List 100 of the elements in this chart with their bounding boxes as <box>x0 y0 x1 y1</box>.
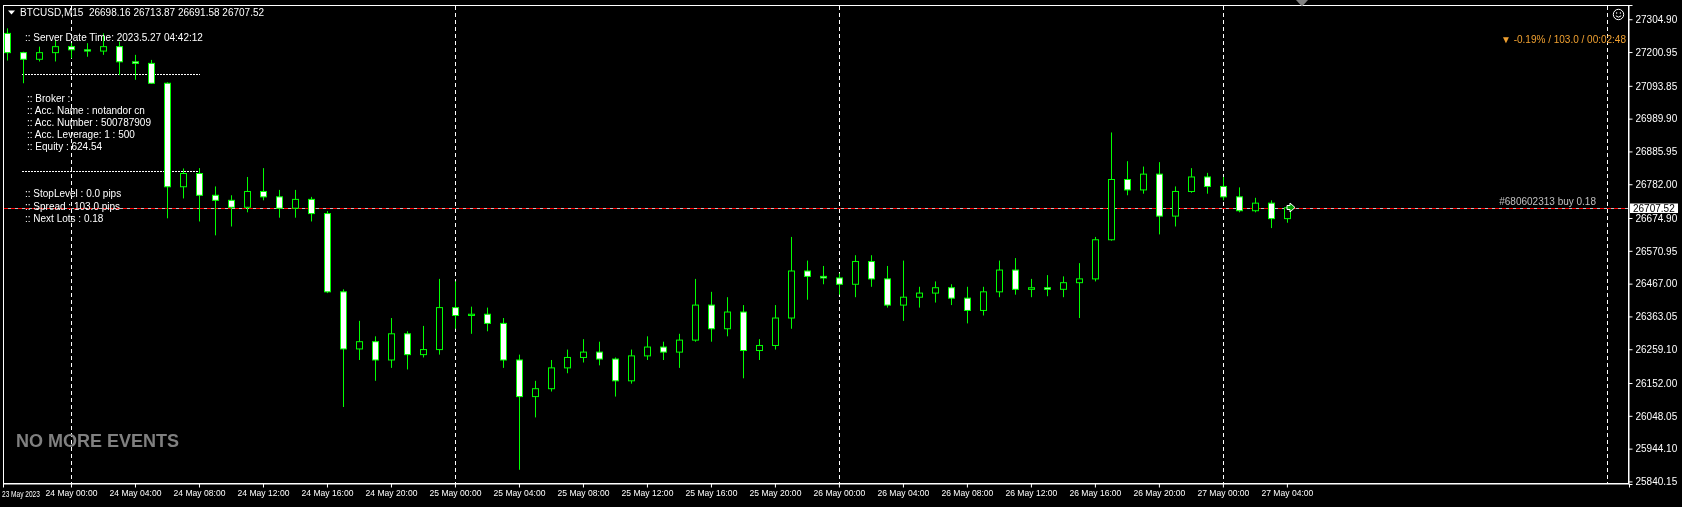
candlestick <box>116 41 123 76</box>
y-tick-label: 26885.95 <box>1635 146 1678 158</box>
y-tick-label: 25840.15 <box>1635 476 1678 488</box>
x-tick-label: 24 May 08:00 <box>173 487 226 498</box>
candlestick <box>212 185 219 236</box>
candlestick <box>580 338 587 364</box>
candlestick <box>644 335 651 361</box>
candlestick <box>964 286 971 324</box>
candlestick <box>996 260 1003 298</box>
candlestick <box>1060 275 1067 298</box>
candlestick <box>676 333 683 369</box>
annotation: NO MORE EVENTS <box>16 431 180 451</box>
annotation: :: Acc. Number : 500787909 <box>27 116 152 128</box>
x-tick-label: 26 May 04:00 <box>877 487 930 498</box>
candlestick <box>932 280 939 304</box>
y-tick-label: 25944.10 <box>1635 443 1678 455</box>
candlestick <box>1076 262 1083 319</box>
x-tick-label: 26 May 00:00 <box>813 487 866 498</box>
candlestick <box>900 260 907 322</box>
y-tick-label: 26570.95 <box>1635 245 1678 257</box>
candlestick <box>1204 172 1211 195</box>
y-tick-label: 26363.05 <box>1635 311 1678 323</box>
y-tick-label: 26259.10 <box>1635 343 1678 355</box>
chart-title: BTCUSD,M15 26698.16 26713.87 26691.58 26707.52 <box>20 7 265 19</box>
candlestick <box>244 176 251 213</box>
candlestick <box>548 359 555 393</box>
y-tick-label: 26152.00 <box>1635 377 1678 389</box>
x-tick-label: 25 May 04:00 <box>493 487 546 498</box>
x-tick-label: 26 May 20:00 <box>1133 487 1186 498</box>
candlestick <box>916 286 923 309</box>
candlestick <box>724 296 731 337</box>
candlestick <box>228 194 235 228</box>
annotation: :: Acc. Name : notandor cn <box>27 104 145 116</box>
candlestick <box>276 189 283 219</box>
annotation: :: Acc. Leverage: 1 : 500 <box>27 128 136 140</box>
x-tick-label: 26 May 08:00 <box>941 487 994 498</box>
text: 23 May 2023 <box>2 488 41 500</box>
candlestick <box>532 380 539 418</box>
x-tick-label: 25 May 08:00 <box>557 487 610 498</box>
candlestick <box>804 260 811 301</box>
candlestick <box>564 349 571 374</box>
y-tick-label: 26782.00 <box>1635 178 1678 190</box>
candlestick <box>4 27 11 62</box>
x-tick-label: 25 May 20:00 <box>749 487 802 498</box>
y-tick-label: 27200.95 <box>1635 46 1678 58</box>
candlestick <box>1140 166 1147 195</box>
x-tick-label: 24 May 00:00 <box>45 487 98 498</box>
ref-line-label: #680602313 buy 0.18 <box>1499 195 1597 207</box>
candlestick <box>596 341 603 366</box>
y-tick-label: 26048.05 <box>1635 410 1678 422</box>
y-tick-label: 27093.85 <box>1635 80 1678 92</box>
candlestick <box>948 283 955 306</box>
candlestick <box>180 167 187 199</box>
x-tick-label: 25 May 16:00 <box>685 487 738 498</box>
x-tick-label: 25 May 12:00 <box>621 487 674 498</box>
candlestick <box>196 167 203 222</box>
x-tick-label: 26 May 16:00 <box>1069 487 1122 498</box>
candlestick <box>852 254 859 298</box>
annotation: :: Equity : 624.54 <box>27 140 103 152</box>
candlestick <box>1124 160 1131 196</box>
candlestick <box>356 320 363 361</box>
candlestick <box>1044 274 1051 297</box>
candlestick <box>868 254 875 288</box>
annotation: :: StopLevel : 0.0 pips <box>25 187 122 199</box>
candlestick <box>260 167 267 201</box>
candlestick <box>52 39 59 62</box>
candlestick <box>1188 167 1195 194</box>
candlestick <box>372 335 379 382</box>
candlestick <box>980 286 987 316</box>
candlestick <box>1028 278 1035 298</box>
x-tick-label: 24 May 20:00 <box>365 487 418 498</box>
y-tick-label: 27304.90 <box>1635 13 1678 25</box>
y-tick-label: 26467.00 <box>1635 278 1678 290</box>
candlestick <box>292 189 299 219</box>
candlestick <box>404 330 411 370</box>
y-tick-label: 26674.90 <box>1635 212 1678 224</box>
candlestick <box>1012 257 1019 296</box>
x-tick-label: 24 May 04:00 <box>109 487 162 498</box>
candlestick <box>660 341 667 361</box>
candlestick <box>420 325 427 358</box>
x-tick-label: 27 May 00:00 <box>1197 487 1250 498</box>
candlestick <box>1236 186 1243 213</box>
x-tick-label: 24 May 16:00 <box>301 487 354 498</box>
annotation: :: Broker : <box>27 92 71 104</box>
x-tick-label: 24 May 12:00 <box>237 487 290 498</box>
x-tick-label: 27 May 04:00 <box>1261 487 1314 498</box>
candlestick <box>20 51 27 84</box>
candlestick <box>148 59 155 85</box>
candlestick <box>756 338 763 361</box>
x-tick-label: 25 May 00:00 <box>429 487 482 498</box>
candlestick <box>1268 199 1275 229</box>
candlestick <box>820 265 827 285</box>
candlestick <box>308 196 315 222</box>
candlestick <box>468 306 475 335</box>
candlestick <box>708 291 715 343</box>
candlestick <box>132 54 139 81</box>
x-tick-label: 26 May 12:00 <box>1005 487 1058 498</box>
candlestick <box>484 307 491 332</box>
annotation: ▼ -0.19% / 103.0 / 00:02:48 <box>1501 33 1627 45</box>
candlestick <box>612 356 619 398</box>
